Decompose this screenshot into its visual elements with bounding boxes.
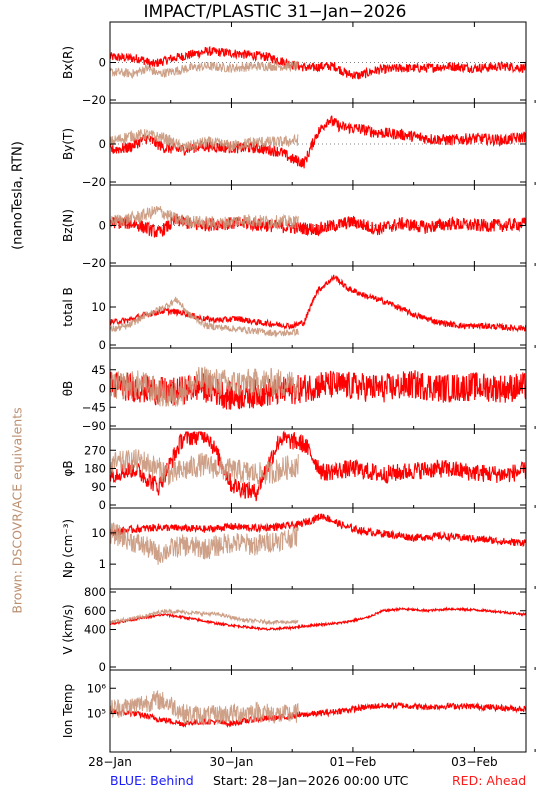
series-theta-ace	[110, 366, 299, 407]
series-np-ahead	[110, 513, 526, 547]
y-axis-label-bt: total B	[61, 287, 75, 327]
y-tick-label-temp: 10⁶	[87, 681, 107, 695]
y-axis-label-temp: Ion Temp	[61, 684, 75, 738]
series-by-ahead	[110, 115, 526, 169]
y-tick-label-by: −20	[82, 175, 106, 189]
series-bx-ace	[110, 60, 299, 80]
y-tick-label-phi: 180	[84, 462, 106, 476]
y-axis-label-by: By(T)	[61, 128, 75, 160]
y-tick-label-bz: 0	[99, 219, 106, 233]
y-tick-label-v: 800	[84, 585, 106, 599]
x-tick-label: 01−Feb	[330, 755, 377, 769]
y-tick-label-v: 400	[84, 623, 106, 637]
series-temp-ahead	[110, 701, 526, 728]
series-v-ace	[110, 608, 299, 626]
x-tick-label: 28−Jan	[88, 755, 132, 769]
y-tick-label-temp: 10⁵	[87, 707, 107, 721]
y-tick-label-phi: 270	[84, 443, 106, 457]
y-tick-label-theta: −45	[82, 400, 106, 414]
y-tick-label-v: 0	[99, 660, 106, 674]
y-axis-label-theta: θB	[61, 381, 75, 397]
panel-frame-v	[109, 588, 527, 671]
series-bt-ace	[110, 296, 299, 339]
chart-title: IMPACT/PLASTIC 31−Jan−2026	[143, 2, 407, 22]
y-tick-label-theta: −90	[82, 419, 106, 433]
y-tick-label-np: 1	[99, 557, 106, 571]
y-tick-label-theta: 0	[99, 382, 106, 396]
series-bt-ahead	[110, 274, 526, 333]
y-tick-label-by: 0	[99, 137, 106, 151]
series-np-ace	[110, 521, 299, 565]
y-tick-label-bx: 0	[99, 56, 106, 70]
panel-frame-bt	[109, 265, 527, 349]
x-tick-label: 03−Feb	[451, 755, 498, 769]
y-tick-label-phi: 90	[91, 480, 106, 494]
y-tick-label-phi: 0	[99, 498, 106, 512]
series-bz-ahead	[110, 213, 526, 238]
series-phi-ace	[110, 449, 299, 486]
y-tick-label-bt: 0	[99, 338, 106, 352]
panel-frame-temp	[109, 669, 527, 753]
y-tick-label-np: 10	[91, 526, 106, 540]
y-tick-label-v: 600	[84, 604, 106, 618]
y-axis-label-np: Np (cm⁻³)	[61, 519, 75, 578]
legend-behind: BLUE: Behind	[110, 773, 194, 788]
start-time-label: Start: 28−Jan−2026 00:00 UTC	[213, 773, 409, 788]
y-axis-label-bx: Bx(R)	[61, 46, 75, 79]
series-by-ace	[110, 129, 299, 153]
series-temp-ace	[110, 690, 299, 726]
series-phi-ahead	[110, 430, 526, 502]
y-tick-label-theta: 45	[91, 363, 106, 377]
y-axis-label-bz: Bz(N)	[61, 209, 75, 242]
y-axis-label-phi: φB	[61, 460, 75, 476]
y-tick-label-bx: −20	[82, 93, 106, 107]
y-tick-label-bt: 10	[91, 300, 106, 314]
legend-ahead: RED: Ahead	[452, 773, 527, 788]
y-axis-label-v: V (km/s)	[61, 604, 75, 654]
x-tick-label: 30−Jan	[210, 755, 254, 769]
series-v-ahead	[110, 606, 526, 632]
y-tick-label-bz: −20	[82, 256, 106, 270]
series-bz-ace	[110, 205, 299, 231]
series-bx-ahead	[110, 45, 526, 80]
